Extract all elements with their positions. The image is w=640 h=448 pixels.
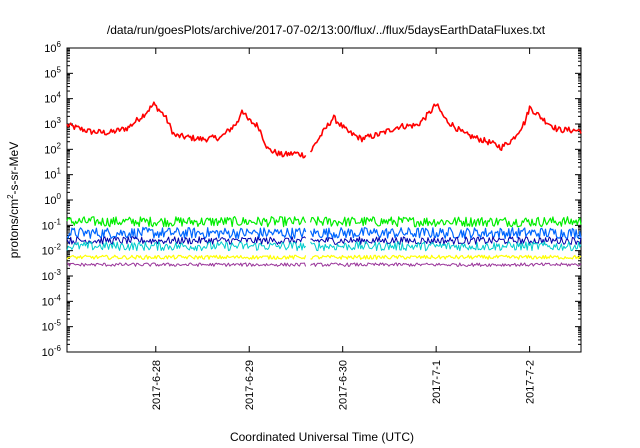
y-tick-base: 10: [42, 246, 54, 258]
y-tick-exp: -5: [54, 319, 62, 328]
x-tick-label: 2017-6-30: [338, 360, 350, 410]
y-tick-exp: -6: [54, 344, 62, 353]
x-tick-label: 2017-6-28: [151, 360, 163, 410]
series-line: [66, 226, 307, 240]
y-axis-label-sup: 2: [6, 194, 15, 199]
plot-frame: [66, 47, 582, 353]
y-tick-exp: 2: [57, 141, 62, 150]
y-tick-label: 102: [44, 141, 61, 156]
y-tick-exp: 6: [57, 40, 62, 49]
y-tick-base: 10: [44, 43, 56, 55]
series-line: [310, 241, 582, 252]
series-line: [309, 103, 582, 153]
y-tick-base: 10: [42, 296, 54, 308]
y-tick-label: 105: [44, 65, 61, 80]
y-tick-label: 10-6: [42, 344, 62, 359]
y-tick-label: 100: [44, 192, 61, 207]
y-tick-label: 104: [44, 91, 61, 106]
y-tick-label: 106: [44, 40, 61, 55]
y-axis-ticks: 10-610-510-410-310-210-11001011021031041…: [42, 40, 581, 359]
y-tick-base: 10: [42, 322, 54, 334]
y-tick-base: 10: [44, 144, 56, 156]
series-line: [66, 236, 306, 245]
series-line: [66, 101, 307, 159]
y-tick-base: 10: [44, 68, 56, 80]
series-line: [66, 216, 307, 228]
y-tick-exp: 4: [57, 91, 62, 100]
y-tick-label: 10-2: [42, 243, 62, 258]
y-tick-label: 10-4: [42, 293, 62, 308]
y-tick-exp: 0: [57, 192, 62, 201]
series-line: [66, 254, 307, 260]
chart-title: /data/run/goesPlots/archive/2017-07-02/1…: [107, 23, 546, 37]
y-tick-label: 10-5: [42, 319, 62, 334]
x-axis-ticks: 2017-6-28 2017-6-29 2017-6-30 2017-7-1 2017-…: [151, 48, 537, 410]
x-tick-label: 2017-7-2: [525, 360, 537, 404]
series-layer: [66, 101, 582, 267]
y-tick-base: 10: [42, 271, 54, 283]
y-tick-base: 10: [44, 119, 56, 131]
y-tick-label: 10-3: [42, 268, 62, 283]
series-line: [309, 216, 582, 228]
y-tick-base: 10: [42, 220, 54, 232]
series-line: [310, 254, 582, 260]
y-tick-base: 10: [44, 170, 56, 182]
y-tick-exp: -4: [54, 293, 62, 302]
y-tick-exp: 5: [57, 65, 62, 74]
y-tick-exp: 3: [57, 116, 62, 125]
y-axis-label-post: -s-sr-MeV: [7, 142, 21, 195]
series-line: [66, 241, 306, 252]
y-tick-base: 10: [44, 195, 56, 207]
y-tick-label: 101: [44, 167, 61, 182]
y-tick-base: 10: [42, 347, 54, 359]
y-tick-label: 10-1: [42, 217, 62, 232]
y-tick-exp: -1: [54, 217, 62, 226]
y-axis-label: protons/cm2-s-sr-MeV: [6, 142, 21, 258]
y-tick-exp: -2: [54, 243, 62, 252]
y-tick-base: 10: [44, 94, 56, 106]
x-tick-label: 2017-6-29: [244, 360, 256, 410]
y-tick-label: 103: [44, 116, 61, 131]
series-line: [310, 262, 582, 267]
series-line: [309, 227, 582, 240]
x-axis-label: Coordinated Universal Time (UTC): [230, 430, 414, 444]
series-line: [66, 262, 307, 267]
series-line: [310, 236, 582, 245]
y-tick-exp: 1: [57, 167, 62, 176]
y-axis-label-pre: protons/cm: [7, 199, 21, 258]
y-tick-exp: -3: [54, 268, 62, 277]
x-tick-label: 2017-7-1: [431, 360, 443, 404]
